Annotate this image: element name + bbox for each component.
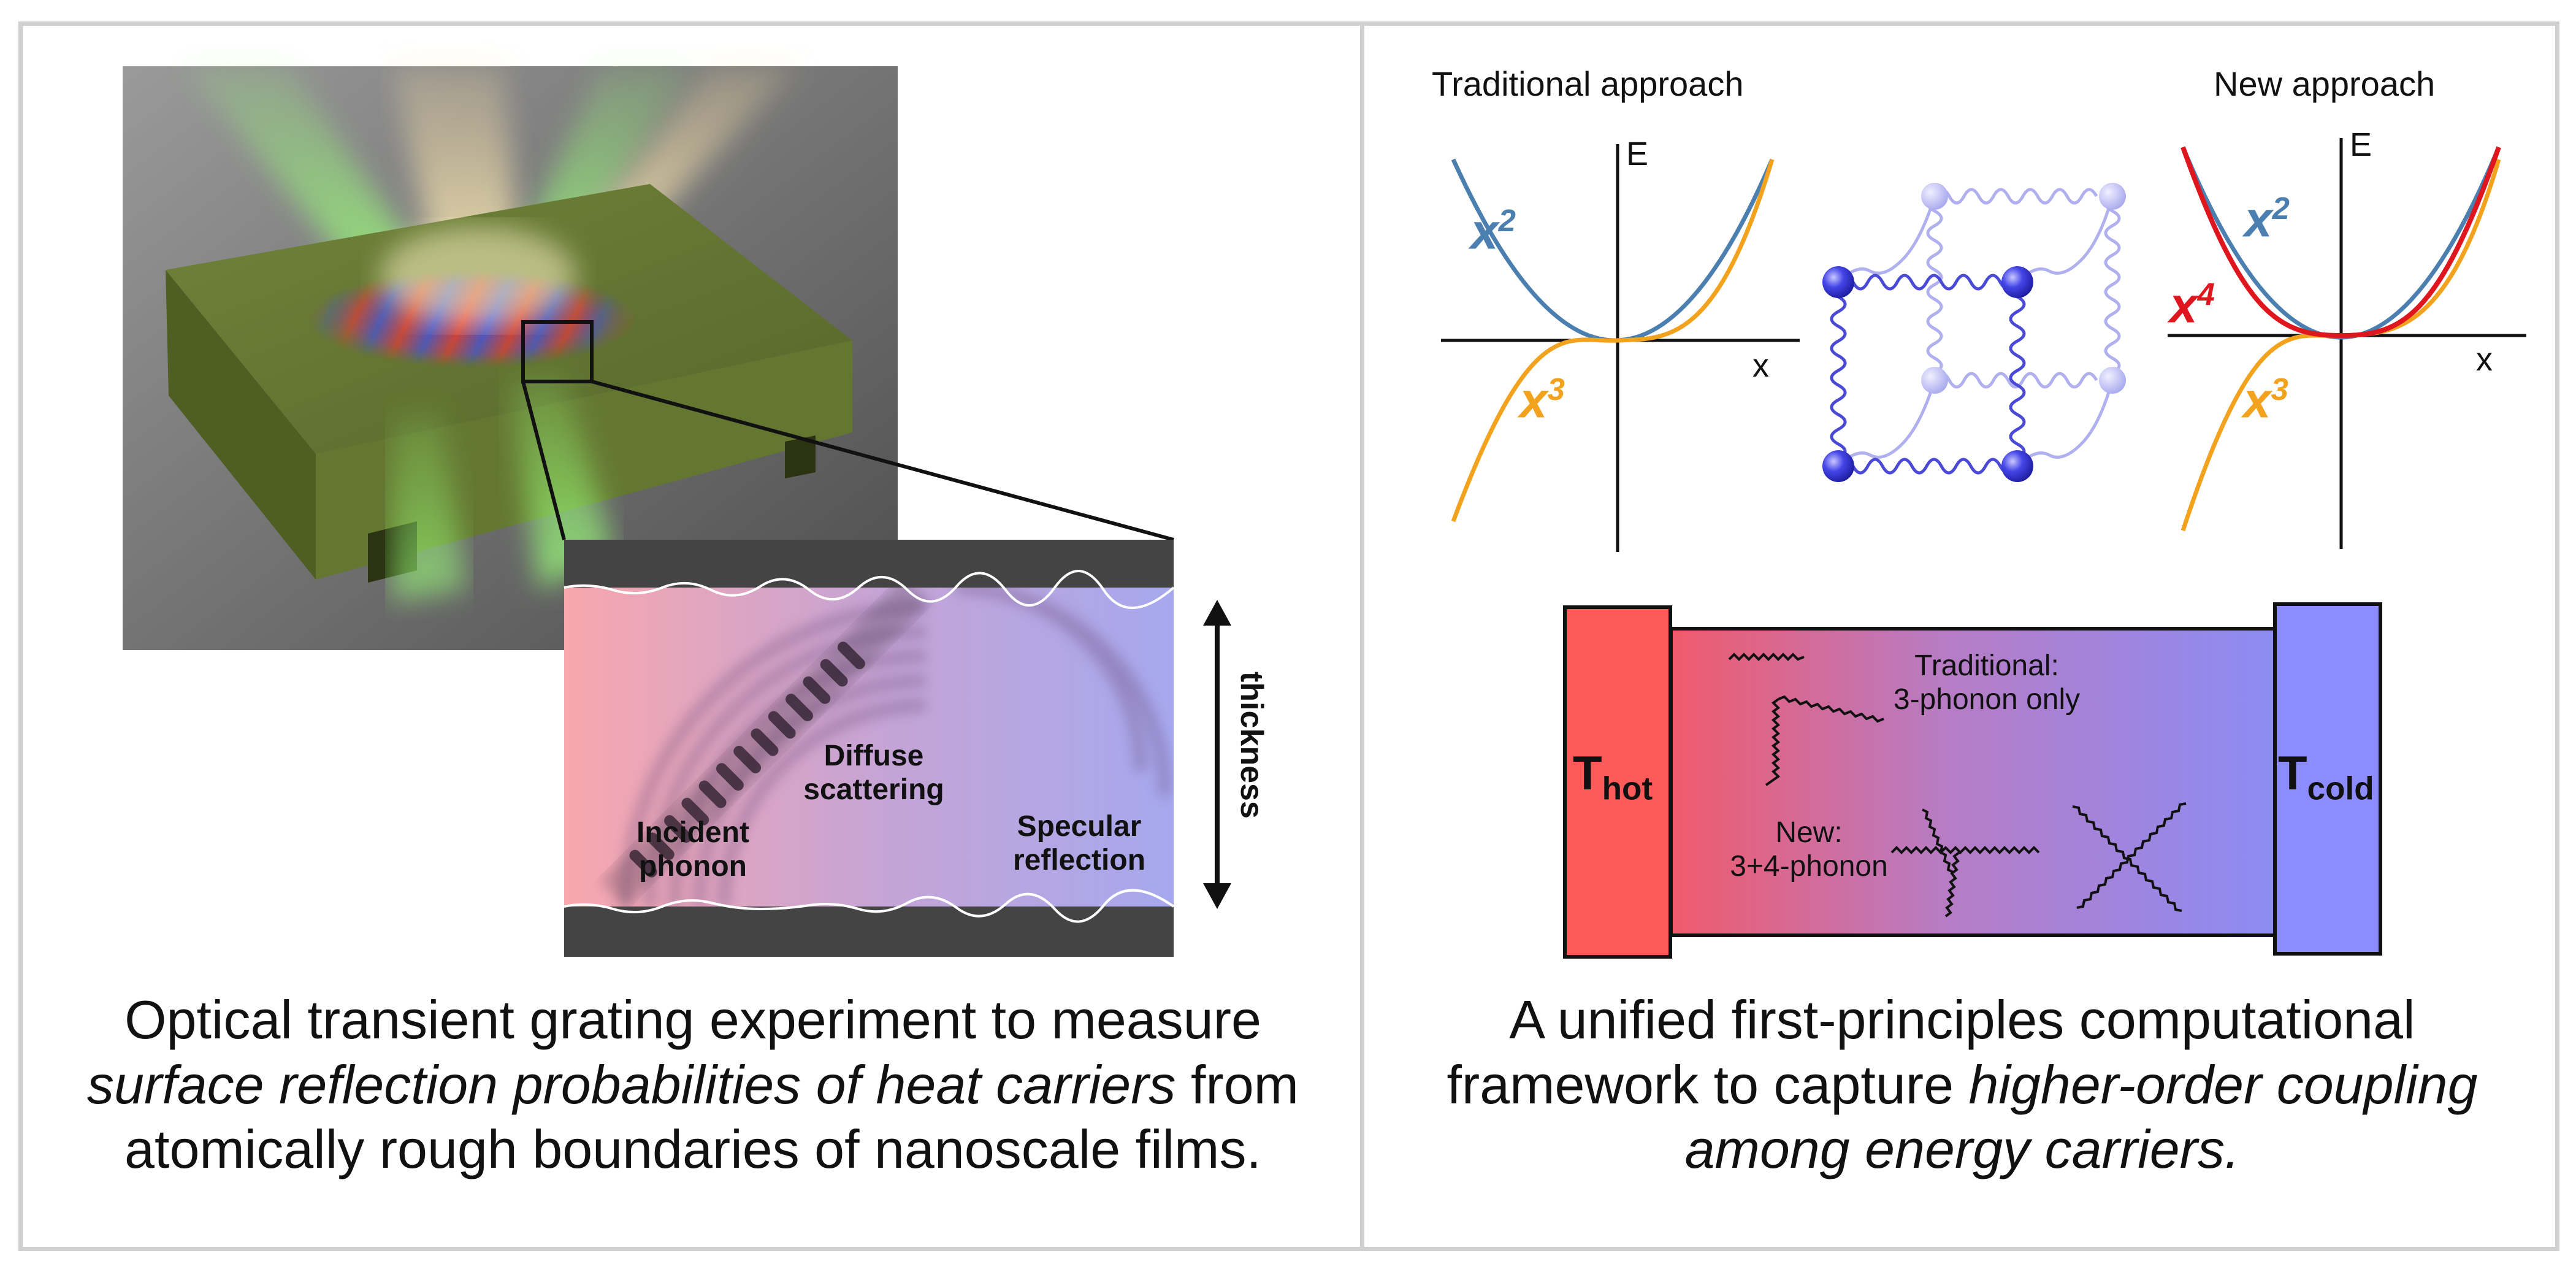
incident-wavepacket <box>600 588 930 907</box>
new-plot <box>2168 138 2526 549</box>
label-diffuse-scattering: Diffuse scattering <box>803 740 944 807</box>
new-title: New approach <box>2214 64 2436 103</box>
lattice-cube <box>1822 183 2126 482</box>
zoom-line-right <box>591 380 1174 542</box>
label-specular-reflection: Specular reflection <box>1012 810 1146 877</box>
trad-x2-label: x2 <box>1470 202 1516 261</box>
new-x3-label: x3 <box>2243 371 2288 429</box>
transmitted-beam-2 <box>392 411 466 601</box>
beam-spot <box>380 227 576 325</box>
film-left-face <box>166 270 316 580</box>
zoom-box <box>521 320 594 383</box>
new-x3-exp: 3 <box>2271 372 2288 407</box>
t-cold-label: Tcold <box>2278 745 2374 808</box>
right-caption-line3-text: among energy carriers. <box>1684 1119 2240 1180</box>
new-x2-label: x2 <box>2244 190 2290 248</box>
bottom-rough-boundary <box>564 889 1175 923</box>
trad-x2-base: x <box>1470 204 1499 260</box>
left-caption-line3: atomically rough boundaries of nanoscale… <box>124 1119 1261 1180</box>
trad-x-label: x <box>1752 347 1769 384</box>
new-x3-base: x <box>2243 372 2271 429</box>
hot-reservoir <box>1563 605 1672 959</box>
t-hot-base: T <box>1573 746 1602 800</box>
left-caption-line2-rest: from <box>1175 1054 1299 1115</box>
right-caption-line2: framework to capture higher-order coupli… <box>1374 1052 2551 1117</box>
right-caption-line3: among energy carriers. <box>1374 1117 2551 1182</box>
traditional-title: Traditional approach <box>1432 64 1744 103</box>
right-caption-line2-start: framework to capture <box>1447 1054 1969 1115</box>
new-x2-exp: 2 <box>2272 191 2290 226</box>
trad-x3-curve <box>1451 158 1775 523</box>
new-e-label: E <box>2350 126 2372 163</box>
t-cold-sub: cold <box>2307 770 2374 807</box>
three-phonon-vertex <box>1728 653 1884 786</box>
right-caption-line1: A unified first-principles computational <box>1509 989 2415 1050</box>
left-caption-line2: surface reflection probabilities of heat… <box>37 1052 1349 1117</box>
new-x4-label: x4 <box>2169 276 2215 334</box>
t-hot-sub: hot <box>1602 770 1653 807</box>
inset-film <box>564 588 1174 907</box>
four-phonon-vertex-2 <box>2072 802 2187 912</box>
traditional-3phonon-label: Traditional: 3-phonon only <box>1893 650 2081 716</box>
left-caption: Optical transient grating experiment to … <box>37 987 1349 1182</box>
trad-x2-exp: 2 <box>1498 203 1516 238</box>
trad-x3-base: x <box>1519 372 1548 429</box>
right-caption-emphasis: higher-order coupling <box>1968 1054 2478 1115</box>
film-gap-right <box>785 435 816 478</box>
trad-e-label: E <box>1626 136 1649 172</box>
cold-reservoir <box>2273 602 2382 956</box>
traditional-plot <box>1441 144 1800 552</box>
right-caption: A unified first-principles computational… <box>1374 987 2551 1182</box>
four-phonon-vertex-1 <box>1890 808 2040 918</box>
t-cold-base: T <box>2278 746 2307 800</box>
trad-x3-exp: 3 <box>1547 372 1565 407</box>
label-incident-phonon: Incident phonon <box>636 816 749 883</box>
new-x2-base: x <box>2244 191 2272 248</box>
t-hot-label: Thot <box>1573 745 1653 808</box>
zoom-line-left <box>521 381 566 540</box>
left-caption-line1: Optical transient grating experiment to … <box>124 989 1261 1050</box>
new-x4-exp: 4 <box>2197 277 2215 312</box>
top-rough-boundary <box>564 570 1175 609</box>
left-caption-emphasis: surface reflection probabilities of heat… <box>87 1054 1176 1115</box>
trad-x3-label: x3 <box>1519 371 1565 429</box>
new-x4-curve <box>2180 146 2501 339</box>
new-x4-base: x <box>2169 277 2198 334</box>
new-34phonon-label: New: 3+4-phonon <box>1730 816 1888 883</box>
new-x-label: x <box>2476 341 2493 378</box>
thickness-arrow <box>1203 600 1231 909</box>
